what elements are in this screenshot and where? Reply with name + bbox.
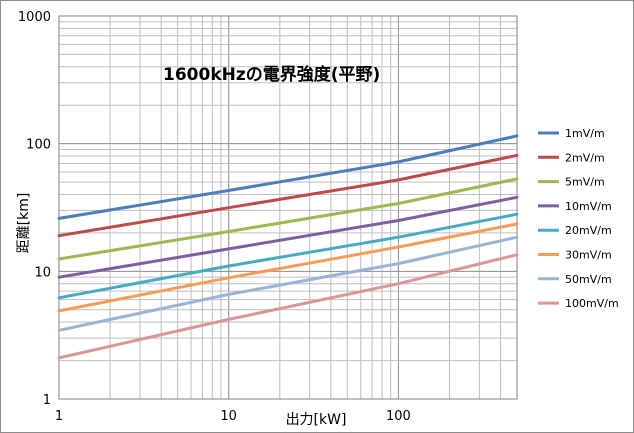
legend-label: 5mV/m — [565, 176, 605, 189]
legend-label: 100mV/m — [565, 297, 619, 310]
series-line-100mv-m — [57, 253, 519, 360]
x-axis-title: 出力[kW] — [286, 412, 347, 428]
legend-label: 10mV/m — [565, 200, 612, 213]
y-tick-label: 1000 — [18, 10, 51, 25]
series-line-2mv-m — [57, 153, 519, 238]
y-tick-label: 1 — [43, 393, 51, 408]
series-line-5mv-m — [57, 177, 519, 261]
legend-label: 20mV/m — [565, 224, 612, 237]
legend-label: 1mV/m — [565, 127, 605, 140]
chart-title: 1600kHzの電界強度(平野) — [163, 64, 380, 85]
y-tick-label: 100 — [26, 138, 51, 153]
plot-area — [58, 15, 518, 400]
y-axis-title: 距離[km] — [15, 193, 32, 254]
series-line-1mv-m — [57, 134, 519, 220]
legend-label: 50mV/m — [565, 273, 612, 286]
x-tick-label: 100 — [386, 409, 411, 424]
x-tick-label: 1 — [55, 409, 63, 424]
series-line-30mv-m — [57, 222, 519, 313]
series-lines — [57, 134, 519, 360]
y-tick-label: 10 — [34, 265, 51, 280]
x-tick-labels: 1 10 100 — [55, 409, 411, 424]
legend-label: 30mV/m — [565, 249, 612, 262]
legend: 1mV/m 2mV/m 5mV/m 10mV/m 20mV/m 30mV/m 50mV/m 1… — [538, 127, 619, 310]
series-line-20mv-m — [57, 212, 519, 300]
x-tick-label: 10 — [220, 409, 237, 424]
series-line-10mv-m — [57, 195, 519, 279]
y-tick-labels: 1 10 100 1000 — [18, 10, 51, 408]
series-line-50mv-m — [57, 235, 519, 332]
legend-label: 2mV/m — [565, 151, 605, 164]
